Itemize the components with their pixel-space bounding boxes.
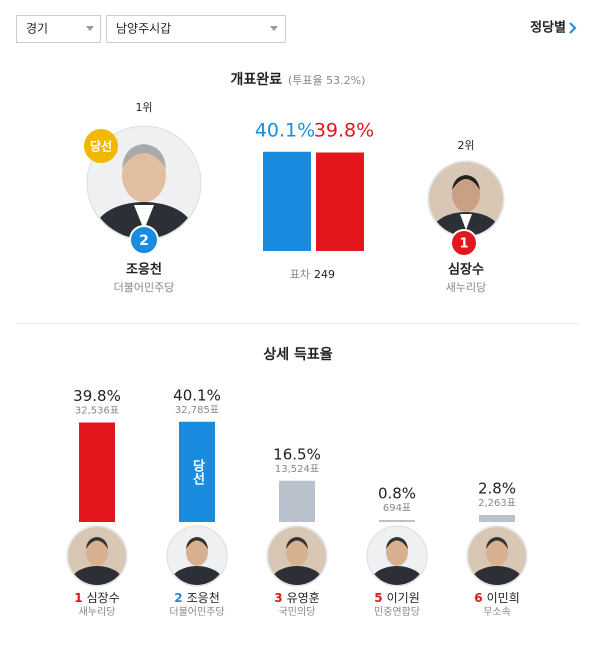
candidate-name: 이기원 <box>387 591 420 605</box>
rank: 1위 <box>135 101 152 114</box>
photo-hair <box>286 537 308 549</box>
dropdown-arrow <box>86 26 94 31</box>
photo-body <box>71 566 123 585</box>
photo-face <box>486 538 508 566</box>
party: 더불어민주당 <box>169 606 224 618</box>
photo-body <box>271 566 323 585</box>
vote-label: 2,263표 <box>478 498 516 509</box>
dropdown-box[interactable] <box>16 15 101 43</box>
value-label: 2.8% <box>478 480 516 498</box>
party: 민중연합당 <box>374 606 420 618</box>
value-label: 0.8% <box>378 485 416 503</box>
candidate-label: 6 이민희 <box>474 591 519 605</box>
photo-hair <box>486 537 508 549</box>
party: 국민의당 <box>279 606 316 618</box>
candidate-number: 6 <box>474 591 482 605</box>
vote-label: 13,524표 <box>275 464 319 475</box>
winner-badge <box>84 129 118 163</box>
party: 무소속 <box>483 606 511 618</box>
number-badge-text: 1 <box>459 237 468 252</box>
photo-face <box>386 538 408 566</box>
value-label: 39.8% <box>73 387 121 405</box>
margin-value: 249 <box>314 268 335 281</box>
candidate-label: 3 유영훈 <box>274 591 319 605</box>
photo <box>268 527 326 585</box>
margin-label: 표차 <box>290 268 310 281</box>
value-label: 40.1% <box>173 386 221 404</box>
dropdown-box[interactable] <box>106 15 286 43</box>
winner-badge-text: 당선 <box>90 139 112 154</box>
name: 심장수 <box>448 262 484 278</box>
photo-body <box>471 566 523 585</box>
vote-label: 694표 <box>383 503 411 514</box>
party: 새누리당 <box>446 281 486 294</box>
party: 새누리당 <box>79 606 116 618</box>
name: 조응천 <box>126 263 162 278</box>
dropdown-arrow <box>270 26 278 31</box>
candidate-name: 심장수 <box>87 591 120 605</box>
bar <box>279 480 315 522</box>
bar <box>179 421 215 522</box>
turnout: (투표율 53.2%) <box>288 74 365 87</box>
candidate-label: 2 조응천 <box>174 590 219 605</box>
photo <box>68 527 126 585</box>
number-badge <box>450 229 478 257</box>
photo-body <box>371 566 423 585</box>
candidate-label: 1 심장수 <box>74 591 119 605</box>
bar <box>79 422 115 522</box>
value-label: 40.1% <box>255 120 315 142</box>
candidate-number: 2 <box>174 591 182 605</box>
candidate-name: 유영훈 <box>287 591 320 605</box>
photo-face <box>286 538 308 566</box>
rank: 2위 <box>457 139 474 152</box>
region-select[interactable]: 경기 <box>16 15 101 43</box>
section-title: 상세 득표율 <box>263 346 332 363</box>
district-select[interactable]: 남양주시갑 <box>106 15 286 43</box>
vote-label: 32,785표 <box>175 405 219 416</box>
candidate-number: 5 <box>374 591 382 605</box>
photo-hair <box>186 537 208 549</box>
dropdown-text[interactable]: 남양주시갑 <box>116 22 171 36</box>
vote-label: 32,536표 <box>75 406 119 417</box>
candidate-number: 3 <box>274 591 282 605</box>
number-badge <box>129 225 159 255</box>
photo <box>168 527 226 585</box>
candidate-label: 5 이기원 <box>374 591 419 605</box>
photo-face <box>186 538 208 566</box>
photo <box>429 162 503 236</box>
party-link[interactable]: 정당별 <box>530 20 566 36</box>
photo-hair <box>86 537 108 549</box>
link-arrow[interactable] <box>569 22 577 34</box>
bar <box>263 151 311 251</box>
photo-body <box>171 566 223 585</box>
photo <box>468 527 526 585</box>
photo-face <box>86 538 108 566</box>
value-label: 39.8% <box>314 120 374 142</box>
photo <box>368 527 426 585</box>
number-badge-text: 2 <box>139 233 149 249</box>
bar <box>316 152 364 251</box>
photo-hair <box>386 537 408 549</box>
party: 더불어민주당 <box>114 281 175 294</box>
candidate-name: 이민희 <box>487 591 520 605</box>
winner-label: 당선 <box>190 458 205 486</box>
value-label: 16.5% <box>273 445 321 463</box>
dropdown-text[interactable]: 경기 <box>26 22 48 36</box>
bar <box>479 515 515 522</box>
bar <box>379 520 415 522</box>
candidate-name: 조응천 <box>187 590 220 605</box>
candidate-number: 1 <box>74 591 82 605</box>
status: 개표완료 <box>230 72 282 88</box>
